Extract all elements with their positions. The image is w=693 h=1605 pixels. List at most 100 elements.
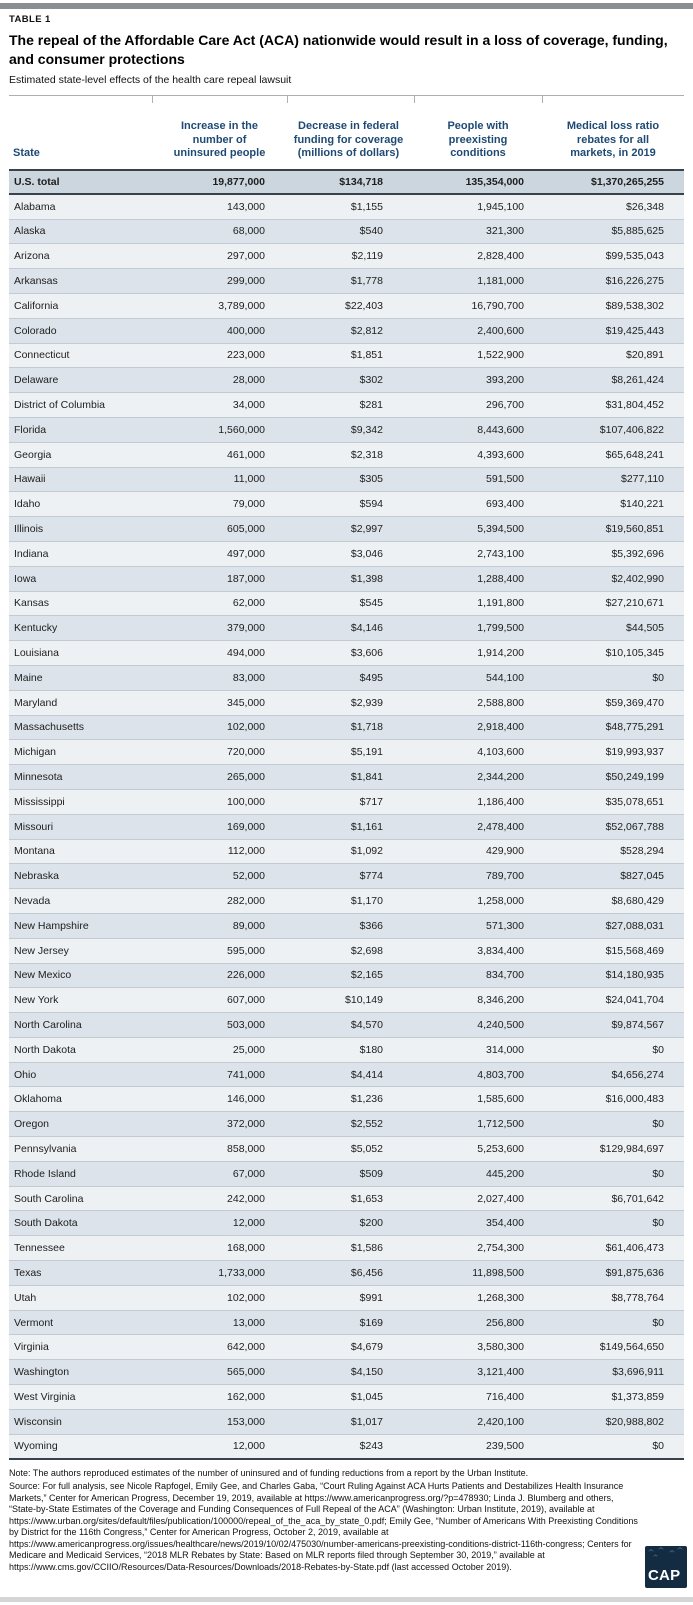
- table-row: Illinois 605,000 $2,997 5,394,500 $19,560,85…: [9, 516, 684, 542]
- uninsured-cell: 34,000: [152, 392, 287, 418]
- preexisting-cell: 11,898,500: [414, 1260, 542, 1286]
- state-cell: North Dakota: [9, 1037, 152, 1063]
- funding-cell: $1,778: [287, 268, 414, 294]
- state-cell: Washington: [9, 1359, 152, 1386]
- table-row: Colorado 400,000 $2,812 2,400,600 $19,425,44…: [9, 318, 684, 344]
- funding-cell: $509: [287, 1161, 414, 1187]
- state-cell: New Mexico: [9, 963, 152, 989]
- rebates-cell: $9,874,567: [542, 1012, 684, 1038]
- uninsured-cell: 168,000: [152, 1235, 287, 1262]
- state-cell: Texas: [9, 1260, 152, 1286]
- rebates-cell: $8,778,764: [542, 1285, 684, 1311]
- uninsured-cell: 494,000: [152, 640, 287, 666]
- total-preexisting-cell: 135,354,000: [414, 168, 542, 196]
- uninsured-cell: 112,000: [152, 839, 287, 865]
- table-row: Tennessee 168,000 $1,586 2,754,300 $61,406,4…: [9, 1235, 684, 1262]
- table-row: Mississippi 100,000 $717 1,186,400 $35,078,6…: [9, 789, 684, 815]
- uninsured-cell: 100,000: [152, 789, 287, 815]
- uninsured-cell: 345,000: [152, 690, 287, 716]
- funding-cell: $1,045: [287, 1384, 414, 1410]
- table-row: Hawaii 11,000 $305 591,500 $277,110: [9, 467, 684, 493]
- state-cell: Vermont: [9, 1310, 152, 1336]
- rebates-cell: $27,088,031: [542, 913, 684, 939]
- uninsured-cell: 605,000: [152, 516, 287, 542]
- rebates-cell: $140,221: [542, 491, 684, 518]
- state-cell: South Carolina: [9, 1186, 152, 1212]
- preexisting-cell: 4,240,500: [414, 1012, 542, 1038]
- table-row: Arizona 297,000 $2,119 2,828,400 $99,535,043: [9, 243, 684, 270]
- state-cell: Delaware: [9, 367, 152, 394]
- state-cell: Indiana: [9, 541, 152, 567]
- state-cell: Missouri: [9, 814, 152, 840]
- column-header-label: People with preexisting conditions: [447, 120, 509, 159]
- state-cell: Colorado: [9, 318, 152, 344]
- rebates-cell: $8,261,424: [542, 367, 684, 394]
- table-row: Michigan 720,000 $5,191 4,103,600 $19,993,93…: [9, 739, 684, 766]
- rebates-cell: $2,402,990: [542, 566, 684, 592]
- state-cell: Pennsylvania: [9, 1136, 152, 1162]
- table-row: South Dakota 12,000 $200 354,400 $0: [9, 1210, 684, 1237]
- funding-cell: $366: [287, 913, 414, 939]
- uninsured-cell: 153,000: [152, 1409, 287, 1435]
- preexisting-cell: 1,914,200: [414, 640, 542, 666]
- funding-cell: $305: [287, 467, 414, 493]
- uninsured-cell: 565,000: [152, 1359, 287, 1386]
- table-row: Maryland 345,000 $2,939 2,588,800 $59,369,47…: [9, 690, 684, 716]
- rebates-cell: $5,392,696: [542, 541, 684, 567]
- preexisting-cell: 693,400: [414, 491, 542, 518]
- funding-cell: $9,342: [287, 417, 414, 443]
- uninsured-cell: 102,000: [152, 1285, 287, 1311]
- table-row: Delaware 28,000 $302 393,200 $8,261,424: [9, 367, 684, 394]
- preexisting-cell: 314,000: [414, 1037, 542, 1063]
- rebates-cell: $16,226,275: [542, 268, 684, 294]
- table-row: Idaho 79,000 $594 693,400 $140,221: [9, 491, 684, 518]
- state-cell: Connecticut: [9, 343, 152, 369]
- preexisting-cell: 571,300: [414, 913, 542, 939]
- rebates-cell: $0: [542, 1111, 684, 1138]
- cap-logo: CAP: [645, 1546, 687, 1588]
- funding-cell: $3,606: [287, 640, 414, 666]
- state-cell: Mississippi: [9, 789, 152, 815]
- total-rebates-cell: $1,370,265,255: [542, 168, 684, 196]
- table-row: North Carolina 503,000 $4,570 4,240,500 $9,8…: [9, 1012, 684, 1038]
- funding-cell: $1,170: [287, 888, 414, 914]
- uninsured-cell: 12,000: [152, 1210, 287, 1237]
- uninsured-cell: 607,000: [152, 987, 287, 1014]
- preexisting-cell: 256,800: [414, 1310, 542, 1336]
- funding-cell: $1,398: [287, 566, 414, 592]
- rebates-cell: $16,000,483: [542, 1086, 684, 1113]
- funding-cell: $540: [287, 219, 414, 245]
- table-row: Georgia 461,000 $2,318 4,393,600 $65,648,241: [9, 442, 684, 468]
- funding-cell: $2,165: [287, 963, 414, 989]
- state-cell: Maine: [9, 665, 152, 691]
- table-row: Pennsylvania 858,000 $5,052 5,253,600 $129,9…: [9, 1136, 684, 1162]
- column-header-uninsured: Increase in the number of uninsured peop…: [152, 95, 287, 170]
- funding-cell: $2,939: [287, 690, 414, 716]
- state-cell: Kentucky: [9, 615, 152, 642]
- rebates-cell: $89,538,302: [542, 293, 684, 319]
- preexisting-cell: 1,522,900: [414, 343, 542, 369]
- funding-cell: $1,155: [287, 194, 414, 220]
- table-row: California 3,789,000 $22,403 16,790,700 $89,…: [9, 293, 684, 319]
- rebates-cell: $27,210,671: [542, 591, 684, 617]
- uninsured-cell: 102,000: [152, 715, 287, 741]
- table-row: North Dakota 25,000 $180 314,000 $0: [9, 1037, 684, 1063]
- uninsured-cell: 497,000: [152, 541, 287, 567]
- uninsured-cell: 242,000: [152, 1186, 287, 1212]
- preexisting-cell: 2,420,100: [414, 1409, 542, 1435]
- preexisting-cell: 1,945,100: [414, 194, 542, 220]
- table-row: Vermont 13,000 $169 256,800 $0: [9, 1310, 684, 1336]
- rebates-cell: $44,505: [542, 615, 684, 642]
- state-cell: South Dakota: [9, 1210, 152, 1237]
- table-row: Indiana 497,000 $3,046 2,743,100 $5,392,696: [9, 541, 684, 567]
- uninsured-cell: 13,000: [152, 1310, 287, 1336]
- state-cell: Utah: [9, 1285, 152, 1311]
- table-row: Massachusetts 102,000 $1,718 2,918,400 $48,7…: [9, 715, 684, 741]
- uninsured-cell: 282,000: [152, 888, 287, 914]
- source-text: Source: For full analysis, see Nicole Ra…: [9, 1481, 638, 1572]
- birds-icon: [648, 1546, 683, 1557]
- notes: Note: The authors reproduced estimates o…: [9, 1468, 684, 1574]
- state-cell: Oregon: [9, 1111, 152, 1138]
- rebates-cell: $129,984,697: [542, 1136, 684, 1162]
- uninsured-cell: 1,560,000: [152, 417, 287, 443]
